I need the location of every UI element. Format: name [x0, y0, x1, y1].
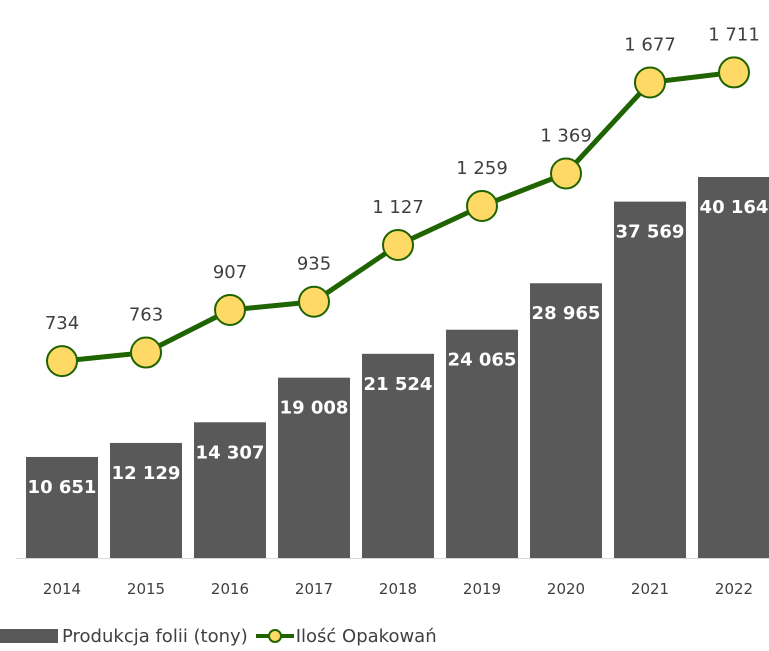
line-data-label: 1 369: [540, 125, 592, 146]
x-tick-label: 2016: [211, 580, 249, 598]
bar-data-label: 40 164: [700, 197, 769, 218]
line-marker-2018: [382, 228, 414, 261]
line-marker-2016: [214, 293, 246, 326]
line-data-label: 1 677: [624, 34, 676, 55]
legend-line-swatch: [255, 626, 294, 646]
line-data-label: 935: [297, 254, 331, 275]
legend-bar-swatch: [0, 629, 58, 643]
x-tick-label: 2020: [547, 580, 585, 598]
bar-2022: [698, 177, 769, 558]
bar-data-label: 12 129: [112, 463, 181, 484]
bar-data-label: 19 008: [280, 398, 349, 419]
line-data-label: 907: [213, 262, 247, 283]
line-data-label: 1 711: [708, 24, 760, 45]
bar-2015: [110, 442, 182, 558]
legend-item-bars: Produkcja folii (tony): [0, 626, 248, 647]
x-tick-label: 2015: [127, 580, 165, 598]
legend-marker-icon: [267, 629, 282, 643]
combo-chart: 10 651 12 129 14 307 19 008 21 524 24 065 28 9…: [16, 24, 769, 598]
x-tick-label: 2017: [295, 580, 333, 598]
bar-data-label: 10 651: [28, 477, 97, 498]
legend-line-label: Ilość Opakowań: [295, 625, 437, 647]
legend-bar-label: Produkcja folii (tony): [62, 625, 248, 647]
line-marker-2019: [466, 189, 498, 222]
line-data-label: 763: [129, 305, 163, 326]
line-marker-2021: [634, 66, 666, 99]
line-marker-2015: [130, 336, 162, 369]
bar-2017: [278, 377, 350, 558]
chart-legend: Produkcja folii (tony) Ilość Opakowań: [0, 624, 437, 648]
x-tick-label: 2018: [379, 580, 417, 598]
bar-2020: [530, 283, 602, 558]
x-tick-label: 2021: [631, 580, 669, 598]
bar-2018: [362, 353, 434, 558]
line-marker-2017: [298, 285, 330, 318]
bar-2014: [26, 456, 98, 558]
x-tick-label: 2019: [463, 580, 501, 598]
bar-data-label: 24 065: [448, 350, 517, 371]
bar-data-label: 28 965: [532, 303, 601, 324]
line-marker-2020: [550, 157, 582, 190]
bar-2019: [446, 329, 518, 558]
line-data-label: 1 127: [372, 197, 424, 218]
line-marker-2022: [718, 56, 750, 89]
line-data-label: 1 259: [456, 158, 508, 179]
bar-data-label: 14 307: [196, 442, 265, 463]
line-data-label: 734: [45, 313, 79, 334]
bar-data-label: 21 524: [364, 374, 433, 395]
line-marker-2014: [46, 345, 78, 378]
x-tick-label: 2014: [43, 580, 81, 598]
x-tick-label: 2022: [715, 580, 753, 598]
bar-2021: [614, 201, 686, 558]
bar-data-label: 37 569: [616, 222, 685, 243]
bar-2016: [194, 422, 266, 558]
legend-item-line: Ilość Opakowań: [248, 626, 437, 647]
